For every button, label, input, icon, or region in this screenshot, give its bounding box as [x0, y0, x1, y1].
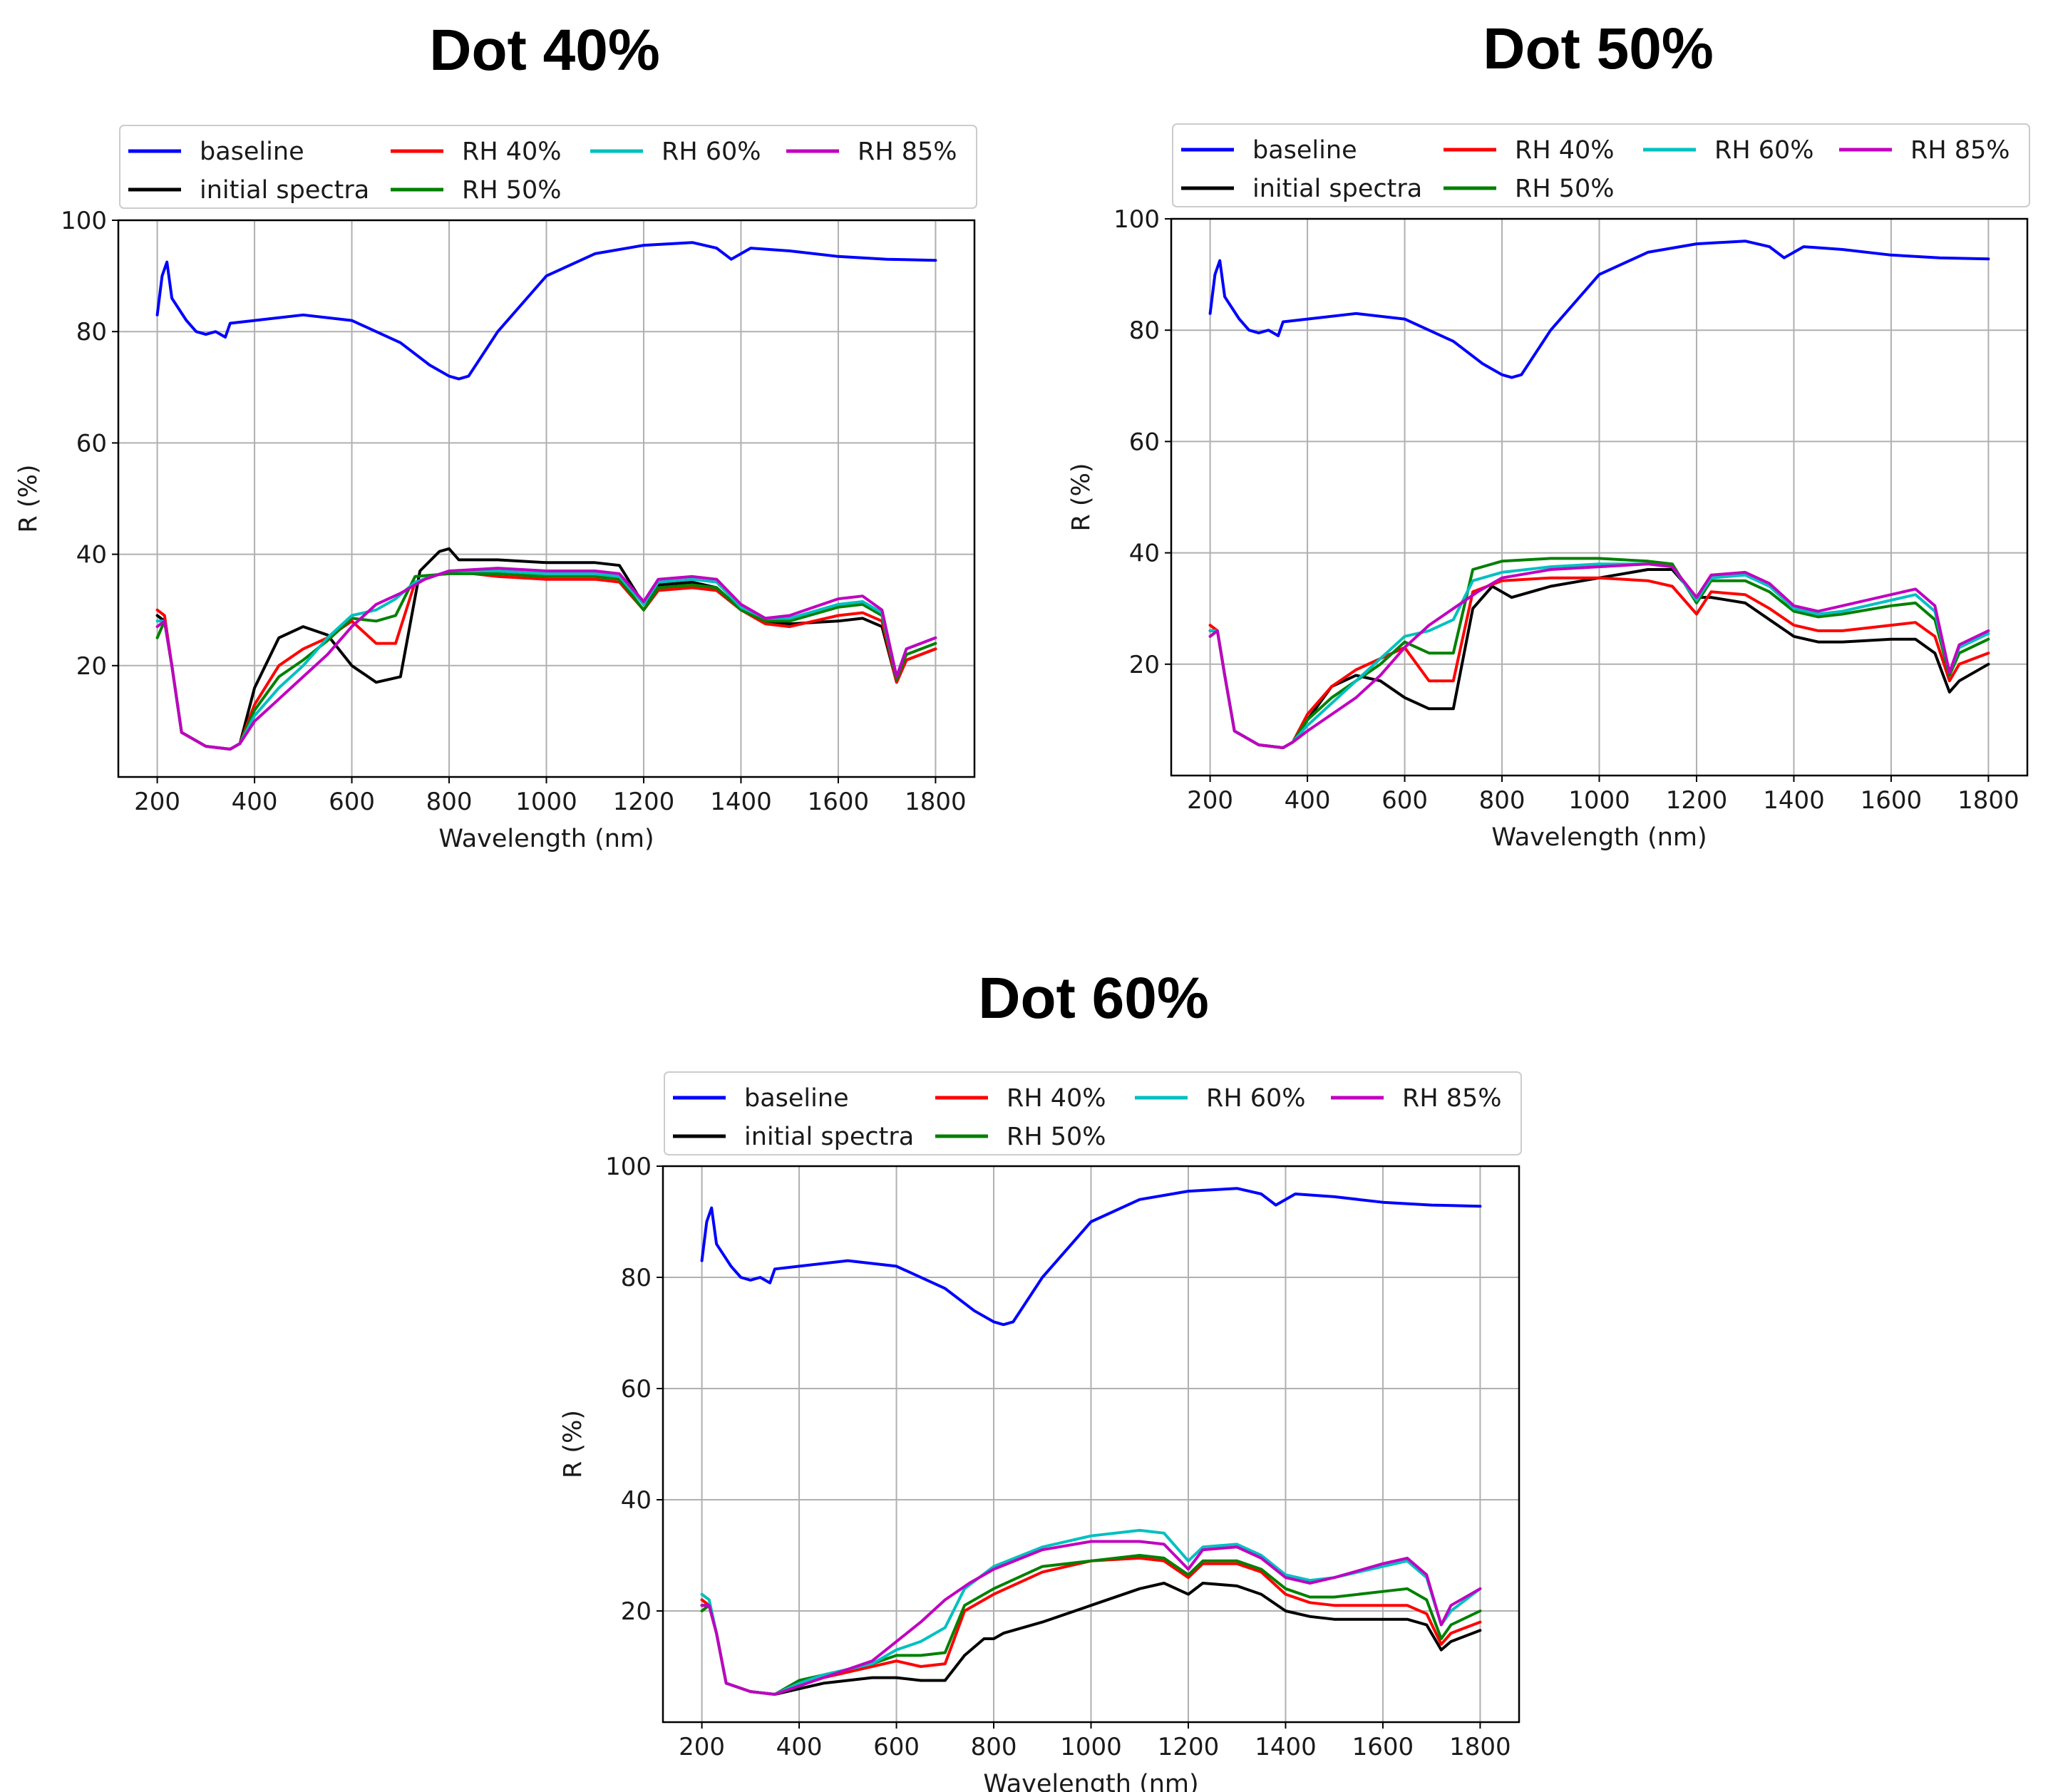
legend-label: initial spectra — [1252, 175, 1422, 203]
y-axis-label: R (%) — [1067, 463, 1096, 531]
x-tick-label: 1000 — [1060, 1733, 1122, 1761]
x-tick-label: 400 — [232, 788, 278, 816]
y-tick-label: 20 — [1129, 651, 1160, 679]
y-tick-label: 80 — [76, 318, 107, 346]
y-tick-label: 20 — [76, 652, 107, 681]
x-axis-label: Wavelength (nm) — [1491, 823, 1707, 852]
legend-label: initial spectra — [200, 176, 369, 205]
y-axis-label: R (%) — [14, 464, 43, 532]
x-tick-label: 1800 — [1957, 786, 2019, 815]
x-tick-label: 1200 — [1158, 1733, 1220, 1761]
x-tick-label: 1200 — [613, 788, 675, 816]
series-line-baseline — [1208, 240, 1990, 379]
legend-label: baseline — [1252, 136, 1357, 165]
x-tick-label: 800 — [426, 788, 473, 816]
series-line-baseline — [700, 1187, 1482, 1327]
x-tick-label: 1400 — [1763, 786, 1825, 815]
chart-panel-dot-60: Dot 60% 200 400 600 800 1000 1200 1400 1600 1800 2… — [559, 966, 1522, 1792]
y-tick-label: 100 — [61, 207, 107, 235]
legend-label: RH 60% — [662, 138, 761, 166]
x-tick-label: 600 — [1381, 786, 1428, 815]
y-tick-label: 100 — [605, 1153, 652, 1181]
plot-frame — [662, 1165, 1521, 1724]
plot-frame — [1170, 217, 2029, 777]
series-line-rh-85- — [700, 1540, 1482, 1696]
legend-label: RH 40% — [1515, 136, 1615, 165]
y-tick-label: 60 — [76, 429, 107, 458]
x-tick-label: 1000 — [515, 788, 577, 816]
x-tick-label: 1600 — [808, 788, 870, 816]
y-tick-label: 60 — [1129, 428, 1160, 456]
legend-box — [664, 1071, 1522, 1155]
chart-panel-dot-40: Dot 40% 200 400 600 800 1000 1200 1400 1600 1800 2… — [14, 18, 977, 853]
y-tick-label: 100 — [1113, 205, 1160, 234]
y-tick-label: 60 — [621, 1375, 652, 1404]
x-tick-label: 600 — [329, 788, 375, 816]
legend: baseline initial spectra RH 40% RH 50% RH 60… — [664, 1071, 1522, 1155]
x-tick-label: 200 — [134, 788, 180, 816]
x-tick-label: 800 — [1479, 786, 1525, 815]
series-line-baseline — [155, 241, 937, 381]
legend-box — [1172, 123, 2030, 207]
y-tick-label: 40 — [1129, 540, 1160, 568]
legend-label: RH 50% — [462, 176, 562, 205]
x-tick-label: 1800 — [1449, 1733, 1511, 1761]
series-line-rh-85- — [1208, 562, 1990, 749]
chart-title: Dot 60% — [978, 966, 1209, 1031]
x-tick-label: 1400 — [710, 788, 772, 816]
series-line-rh-85- — [155, 567, 937, 751]
y-axis-label: R (%) — [559, 1410, 587, 1478]
legend: baseline initial spectra RH 40% RH 50% RH 60… — [1172, 123, 2030, 207]
y-tick-label: 40 — [621, 1486, 652, 1515]
x-axis-label: Wavelength (nm) — [983, 1770, 1198, 1792]
legend-label: RH 85% — [858, 138, 957, 166]
legend-label: baseline — [200, 138, 304, 166]
x-axis-label: Wavelength (nm) — [438, 825, 654, 853]
x-tick-label: 1000 — [1568, 786, 1630, 815]
legend-label: RH 60% — [1206, 1084, 1306, 1113]
legend-label: RH 40% — [462, 138, 562, 166]
chart-title: Dot 40% — [429, 18, 660, 83]
legend-label: RH 50% — [1515, 175, 1615, 203]
y-tick-label: 80 — [1129, 316, 1160, 345]
legend-label: RH 40% — [1007, 1084, 1106, 1113]
x-tick-label: 400 — [776, 1733, 823, 1761]
plot-frame — [117, 219, 976, 778]
y-tick-label: 40 — [76, 541, 107, 570]
chart-title: Dot 50% — [1483, 16, 1714, 81]
x-tick-label: 200 — [1187, 786, 1233, 815]
chart-panel-dot-50: Dot 50% 200 400 600 800 1000 1200 1400 1600 1800 2… — [1067, 16, 2030, 852]
y-tick-label: 80 — [621, 1264, 652, 1292]
legend-box — [119, 125, 977, 209]
legend: baseline initial spectra RH 40% RH 50% RH 60… — [119, 125, 977, 209]
x-tick-label: 800 — [971, 1733, 1017, 1761]
x-tick-label: 1400 — [1255, 1733, 1317, 1761]
x-tick-label: 1600 — [1861, 786, 1923, 815]
x-tick-label: 1200 — [1666, 786, 1728, 815]
x-tick-label: 600 — [873, 1733, 920, 1761]
legend-label: RH 85% — [1910, 136, 2010, 165]
legend-label: initial spectra — [744, 1123, 914, 1151]
x-tick-label: 400 — [1285, 786, 1331, 815]
legend-label: RH 50% — [1007, 1123, 1106, 1151]
x-tick-label: 1600 — [1352, 1733, 1414, 1761]
y-tick-label: 20 — [621, 1597, 652, 1626]
legend-label: RH 60% — [1714, 136, 1814, 165]
legend-label: baseline — [744, 1084, 849, 1113]
legend-label: RH 85% — [1402, 1084, 1502, 1113]
x-tick-label: 1800 — [905, 788, 967, 816]
x-tick-label: 200 — [679, 1733, 725, 1761]
